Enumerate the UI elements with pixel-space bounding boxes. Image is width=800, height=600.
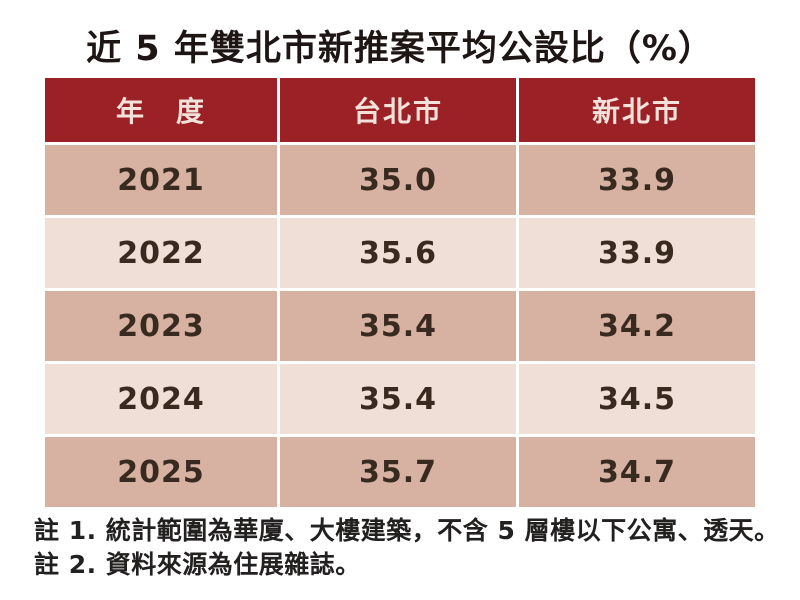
header-cell-new-taipei: 新北市 — [519, 78, 755, 142]
facility-ratio-table: 年 度 台北市 新北市 2021 35.0 33.9 2022 35.6 33.… — [45, 78, 755, 507]
new-taipei-value-cell: 33.9 — [519, 218, 755, 288]
year-cell: 2023 — [45, 291, 277, 361]
page-title: 近 5 年雙北市新推案平均公設比（%） — [86, 29, 714, 69]
taipei-value-cell: 35.0 — [280, 145, 516, 215]
new-taipei-value-cell: 33.9 — [519, 145, 755, 215]
note-2: 註 2. 資料來源為住展雜誌。 — [34, 550, 361, 579]
taipei-value-cell: 35.4 — [280, 364, 516, 434]
year-cell: 2022 — [45, 218, 277, 288]
new-taipei-value-cell: 34.5 — [519, 364, 755, 434]
footnotes: 註 1. 統計範圍為華廈、大樓建築，不含 5 層樓以下公寓、透天。 註 2. 資… — [34, 514, 794, 582]
year-cell: 2025 — [45, 437, 277, 507]
header-cell-taipei: 台北市 — [280, 78, 516, 142]
taipei-value-cell: 35.4 — [280, 291, 516, 361]
year-cell: 2024 — [45, 364, 277, 434]
taipei-value-cell: 35.6 — [280, 218, 516, 288]
note-1: 註 1. 統計範圍為華廈、大樓建築，不含 5 層樓以下公寓、透天。 — [34, 516, 780, 545]
header-cell-year: 年 度 — [45, 78, 277, 142]
new-taipei-value-cell: 34.7 — [519, 437, 755, 507]
new-taipei-value-cell: 34.2 — [519, 291, 755, 361]
taipei-value-cell: 35.7 — [280, 437, 516, 507]
year-cell: 2021 — [45, 145, 277, 215]
